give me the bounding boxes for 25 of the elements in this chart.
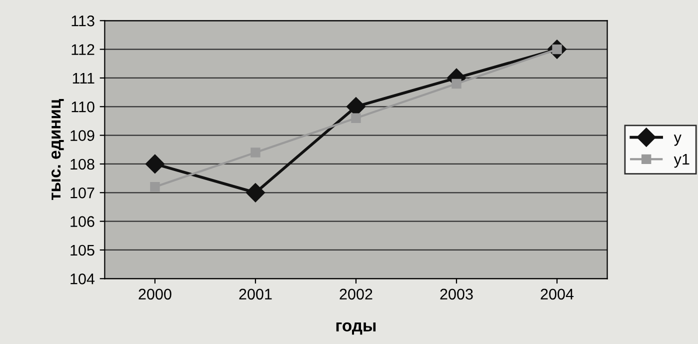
y-tick-label: 107 bbox=[70, 188, 94, 198]
point bbox=[246, 183, 265, 202]
y-tick-label: 108 bbox=[70, 158, 94, 170]
y-tick-label: 106 bbox=[70, 216, 94, 227]
point bbox=[150, 182, 160, 192]
y-axis-title: тыс. единиц bbox=[52, 99, 64, 200]
y-tick-label: 104 bbox=[70, 274, 95, 284]
point bbox=[145, 154, 164, 174]
point bbox=[452, 78, 462, 89]
point bbox=[351, 113, 361, 123]
x-tick-label: 2003 bbox=[440, 288, 473, 300]
x-tick-label: 2001 bbox=[239, 288, 272, 300]
legend-label: y1 bbox=[674, 154, 690, 168]
x-tick-label: 2000 bbox=[138, 288, 172, 300]
y-tick-label: 109 bbox=[70, 130, 94, 141]
x-tick-label: 2002 bbox=[340, 288, 372, 300]
x-tick-label: 2004 bbox=[540, 288, 574, 300]
y-tick-label: 110 bbox=[72, 102, 94, 112]
legend-label: y bbox=[674, 134, 682, 146]
y-tick-label: 112 bbox=[72, 44, 94, 55]
y-tick-label: 105 bbox=[70, 244, 94, 256]
y-tick-label: 113 bbox=[72, 16, 94, 26]
point bbox=[250, 148, 260, 158]
x-axis-title: годы bbox=[336, 322, 376, 335]
y-tick-label: 111 bbox=[72, 73, 94, 84]
